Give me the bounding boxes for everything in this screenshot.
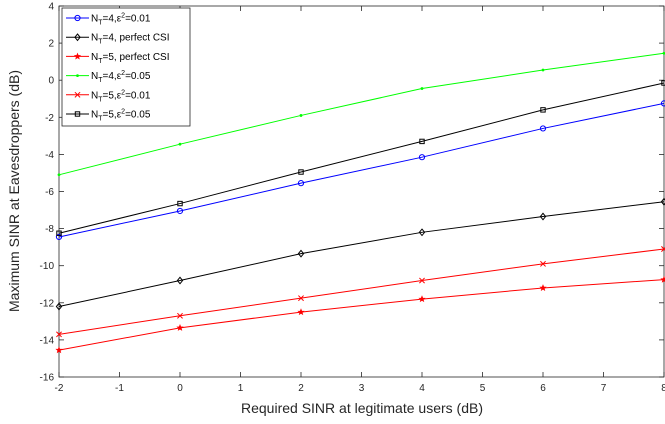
legend-label: NT=5,ε2=0.01 xyxy=(91,89,151,103)
series-6 xyxy=(56,80,665,236)
x-tick-label: 2 xyxy=(298,383,304,394)
series-line xyxy=(58,82,665,234)
data-point xyxy=(541,68,545,72)
data-point xyxy=(297,308,305,316)
legend-swatch-marker xyxy=(76,74,79,77)
data-point xyxy=(57,173,61,177)
legend-item: NT=5,ε2=0.01 xyxy=(66,89,151,103)
series-line xyxy=(58,102,665,238)
data-point xyxy=(540,107,546,113)
y-tick-label: -4 xyxy=(45,150,54,161)
y-tick-label: -14 xyxy=(40,335,55,346)
legend-swatch-marker xyxy=(74,33,81,42)
legend-box xyxy=(61,7,191,127)
series-1 xyxy=(55,100,665,241)
data-point xyxy=(55,346,63,354)
data-point xyxy=(420,87,424,90)
x-tick-label: 4 xyxy=(419,383,425,394)
x-axis-label: Required SINR at legitimate users (dB) xyxy=(241,400,483,416)
series-line xyxy=(58,52,665,176)
data-point xyxy=(176,207,184,215)
legend-swatch-marker xyxy=(74,91,81,98)
x-tick-label: 1 xyxy=(238,383,244,394)
legend-item: NT=5,ε2=0.05 xyxy=(66,109,151,123)
legend-label: NT=4, perfect CSI xyxy=(91,33,170,46)
data-point xyxy=(419,138,425,145)
legend-label: NT=5, perfect CSI xyxy=(91,52,170,65)
data-point xyxy=(297,249,305,258)
y-tick-label: -8 xyxy=(45,224,54,235)
legend-item: NT=5, perfect CSI xyxy=(66,52,170,65)
legend-label: NT=4,ε2=0.01 xyxy=(91,13,151,27)
x-tick-label: 3 xyxy=(359,383,365,394)
series-4 xyxy=(57,51,665,177)
data-point xyxy=(176,324,184,331)
x-tick-label: -1 xyxy=(115,383,124,394)
y-tick-label: -16 xyxy=(40,373,55,384)
data-point xyxy=(177,200,183,207)
data-point xyxy=(55,233,63,241)
data-point xyxy=(418,154,426,161)
legend-swatch-marker xyxy=(74,14,81,22)
y-tick-label: -12 xyxy=(40,298,55,309)
data-point xyxy=(178,142,182,146)
data-point xyxy=(660,100,665,107)
x-tick-label: 6 xyxy=(540,383,546,394)
y-tick-label: 0 xyxy=(48,76,54,87)
legend-item: NT=4,ε2=0.01 xyxy=(66,13,151,27)
x-tick-label: 7 xyxy=(601,383,607,394)
y-axis-label: Maximum SINR at Eavesdroppers (dB) xyxy=(6,70,22,312)
y-tick-label: 2 xyxy=(48,39,54,50)
series-line xyxy=(58,201,665,307)
legend: NT=4,ε2=0.01 NT=4, perfect CSI NT=5, perfe… xyxy=(61,7,191,127)
data-point xyxy=(177,312,183,319)
data-point xyxy=(419,277,425,284)
y-tick-label: -2 xyxy=(45,113,54,124)
data-point xyxy=(540,260,546,267)
data-point xyxy=(660,275,665,283)
legend-swatch-marker xyxy=(73,52,82,60)
series-2 xyxy=(55,197,665,311)
data-point xyxy=(539,125,547,132)
series-3 xyxy=(55,275,665,354)
data-point xyxy=(176,276,184,285)
legend-label: NT=4,ε2=0.05 xyxy=(91,70,151,84)
series-layer xyxy=(55,51,665,354)
data-point xyxy=(56,331,62,338)
x-tick-label: -2 xyxy=(55,383,64,394)
data-point xyxy=(418,228,426,237)
data-point xyxy=(298,169,304,175)
series-line xyxy=(58,279,665,351)
x-tick-label: 8 xyxy=(661,383,665,394)
series-line xyxy=(58,248,665,335)
data-point xyxy=(55,302,63,311)
data-point xyxy=(56,230,62,236)
data-point xyxy=(539,212,547,221)
data-point xyxy=(661,246,665,252)
data-point xyxy=(418,295,426,303)
legend-label: NT=5,ε2=0.05 xyxy=(91,109,151,123)
data-point xyxy=(299,114,303,117)
legend-swatch-marker xyxy=(74,111,81,117)
data-point xyxy=(660,197,665,206)
y-tick-label: -6 xyxy=(45,187,54,198)
data-point xyxy=(661,80,665,86)
y-tick-label: 4 xyxy=(48,2,54,13)
x-tick-label: 5 xyxy=(480,383,486,394)
x-tick-label: 0 xyxy=(177,383,183,394)
legend-item: NT=4,ε2=0.05 xyxy=(66,70,151,84)
legend-item: NT=4, perfect CSI xyxy=(66,33,170,46)
y-tick-label: -10 xyxy=(40,261,55,272)
series-5 xyxy=(56,246,665,338)
data-point xyxy=(539,284,547,292)
data-point xyxy=(298,295,304,302)
data-point xyxy=(662,51,665,55)
data-point xyxy=(297,180,305,187)
